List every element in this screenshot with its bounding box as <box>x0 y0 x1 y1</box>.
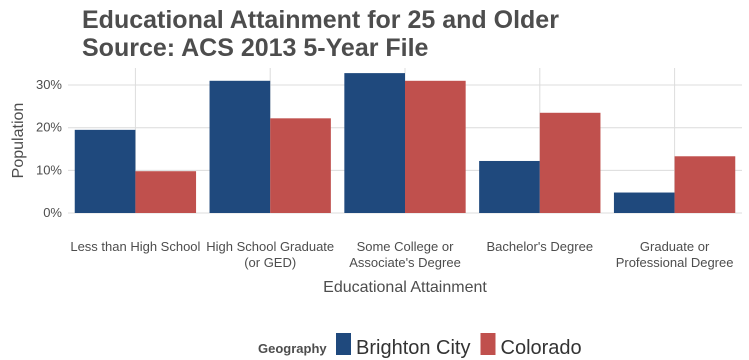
legend-title: Geography <box>258 341 327 356</box>
legend-key-colorado <box>480 333 496 355</box>
bar-colorado <box>405 80 466 213</box>
legend-key-brighton-city <box>336 333 351 355</box>
x-axis-label: Educational Attainment <box>323 279 487 296</box>
y-tick-label: 10% <box>36 162 62 177</box>
chart-title: Educational Attainment for 25 and OlderS… <box>82 6 559 62</box>
legend: Geography Brighton City Colorado <box>258 333 582 359</box>
y-tick-label: 30% <box>36 77 62 92</box>
bar-brighton-city <box>344 73 405 213</box>
legend-label: Brighton City <box>356 337 471 359</box>
bar-brighton-city <box>613 192 675 213</box>
chart-title-line-1: Educational Attainment for 25 and Older <box>82 6 559 34</box>
y-axis-ticks: 0% 10% 20% 30% <box>36 77 62 220</box>
y-tick-label: 20% <box>36 120 62 135</box>
bar-brighton-city <box>479 160 540 213</box>
y-tick-label: 0% <box>43 205 62 220</box>
x-tick-label: High School Graduate <box>206 239 334 254</box>
bar-colorado <box>135 171 197 213</box>
x-tick-label: Bachelor's Degree <box>487 239 594 254</box>
bar-brighton-city <box>74 129 136 213</box>
bar-colorado <box>674 156 736 213</box>
y-axis-label: Population <box>10 103 27 179</box>
x-tick-label: Graduate or <box>640 239 710 254</box>
x-tick-label: Less than High School <box>70 239 200 254</box>
x-axis-ticks: Less than High School High School Graduat… <box>70 239 733 270</box>
bar-brighton-city <box>209 80 271 213</box>
x-tick-label: Associate's Degree <box>349 255 461 270</box>
bars <box>74 73 736 213</box>
x-tick-label: Professional Degree <box>616 255 734 270</box>
chart-title-line-2: Source: ACS 2013 5-Year File <box>82 34 429 62</box>
x-tick-label: (or GED) <box>244 255 296 270</box>
legend-label: Colorado <box>501 337 582 359</box>
bar-colorado <box>539 112 601 213</box>
x-tick-label: Some College or <box>357 239 454 254</box>
bar-colorado <box>270 118 331 213</box>
